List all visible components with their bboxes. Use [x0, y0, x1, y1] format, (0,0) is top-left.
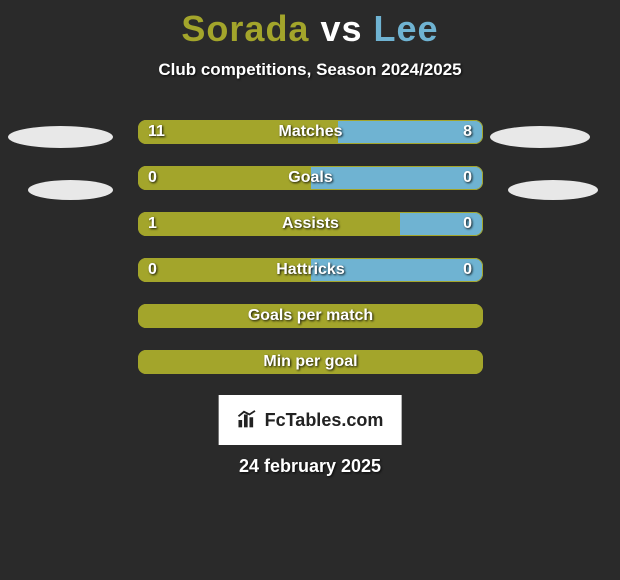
- stat-row: Goals per match: [0, 304, 620, 350]
- subtitle: Club competitions, Season 2024/2025: [0, 60, 620, 80]
- stat-row: Matches118: [0, 120, 620, 166]
- stat-bar-left: [138, 166, 311, 190]
- stat-bar-left: [138, 120, 338, 144]
- stat-value-left: 1: [148, 212, 157, 236]
- page-title: Sorada vs Lee: [0, 0, 620, 50]
- stat-value-left: 0: [148, 166, 157, 190]
- stat-value-right: 8: [463, 120, 472, 144]
- stat-bar-track: [138, 304, 483, 328]
- watermark-text: FcTables.com: [265, 395, 384, 445]
- stat-row: Assists10: [0, 212, 620, 258]
- stat-value-left: 11: [148, 120, 165, 144]
- date-label: 24 february 2025: [0, 456, 620, 477]
- stat-value-right: 0: [463, 212, 472, 236]
- stat-row: Goals00: [0, 166, 620, 212]
- stat-bar-right: [338, 120, 483, 144]
- title-vs: vs: [320, 8, 362, 49]
- chart-icon: [237, 409, 259, 431]
- stat-bar-track: [138, 212, 483, 236]
- watermark: FcTables.com: [219, 395, 402, 445]
- title-player1: Sorada: [181, 8, 309, 49]
- stat-row: Min per goal: [0, 350, 620, 396]
- stat-bar-track: [138, 166, 483, 190]
- stat-bar-track: [138, 120, 483, 144]
- stat-bar-left: [138, 304, 483, 328]
- stat-value-right: 0: [463, 166, 472, 190]
- stat-row: Hattricks00: [0, 258, 620, 304]
- stat-bar-track: [138, 258, 483, 282]
- stat-bar-right: [311, 166, 484, 190]
- stat-bar-left: [138, 258, 311, 282]
- stat-bar-left: [138, 212, 400, 236]
- stat-value-right: 0: [463, 258, 472, 282]
- stat-bar-right: [311, 258, 484, 282]
- title-player2: Lee: [374, 8, 439, 49]
- stat-value-left: 0: [148, 258, 157, 282]
- stat-bar-track: [138, 350, 483, 374]
- stat-bar-left: [138, 350, 483, 374]
- comparison-chart: Matches118Goals00Assists10Hattricks00Goa…: [0, 120, 620, 396]
